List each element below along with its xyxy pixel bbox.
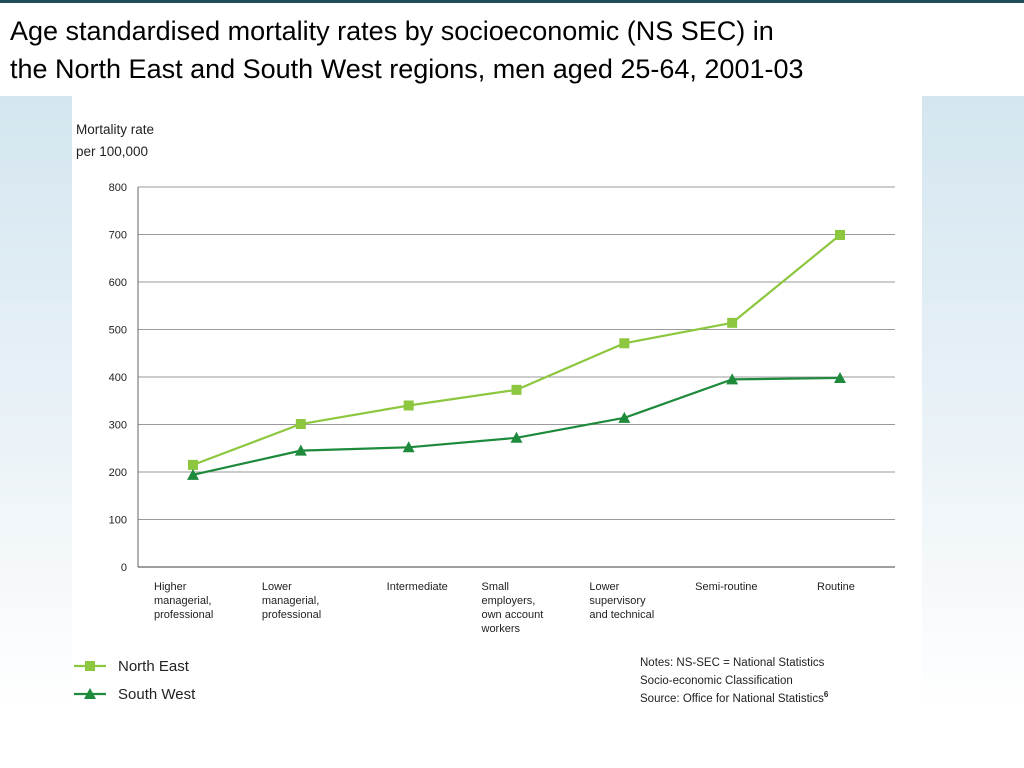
y-tick-label: 800 bbox=[109, 182, 127, 194]
x-category-label-line: and technical bbox=[589, 609, 654, 621]
x-category-label-line: professional bbox=[262, 609, 321, 621]
south-west-point bbox=[834, 371, 846, 383]
x-category-label: Semi-routine bbox=[695, 581, 757, 593]
x-category-label-line: professional bbox=[154, 609, 213, 621]
top-rule bbox=[0, 0, 1024, 3]
y-axis-title-line-2: per 100,000 bbox=[76, 144, 148, 159]
x-axis-categories: Higher managerial, professional Lower manage… bbox=[154, 581, 855, 635]
title-line-1: Age standardised mortality rates by soci… bbox=[10, 16, 774, 46]
legend-square-marker bbox=[85, 661, 95, 671]
y-axis-ticks: 0 100 200 300 400 500 600 700 800 bbox=[109, 182, 127, 574]
north-east-point bbox=[511, 384, 522, 395]
x-category-label: Lower supervisory and technical bbox=[589, 581, 654, 621]
legend-label: North East bbox=[118, 658, 190, 675]
x-category-label-line: managerial, bbox=[154, 595, 211, 607]
north-east-point bbox=[188, 459, 198, 470]
north-east-line bbox=[192, 234, 841, 466]
series-south-west bbox=[187, 371, 846, 480]
series-north-east bbox=[188, 229, 845, 470]
y-tick-label: 300 bbox=[109, 420, 127, 432]
legend-label: South West bbox=[118, 686, 196, 703]
legend: North East South West bbox=[74, 658, 196, 703]
south-west-point bbox=[618, 411, 631, 423]
note-line-1: Notes: NS-SEC = National Statistics bbox=[640, 657, 825, 669]
x-category-label-line: Intermediate bbox=[387, 581, 448, 593]
x-category-label-line: employers, bbox=[482, 595, 536, 607]
y-tick-label: 100 bbox=[109, 515, 127, 527]
north-east-point bbox=[835, 229, 845, 240]
x-category-label-line: Small bbox=[482, 581, 510, 593]
data-series bbox=[187, 229, 846, 480]
x-category-label: Higher managerial, professional bbox=[154, 581, 213, 621]
x-category-label-line: Higher bbox=[154, 581, 187, 593]
y-tick-label: 700 bbox=[109, 230, 127, 242]
legend-item-south-west: South West bbox=[74, 686, 196, 703]
x-category-label-line: Routine bbox=[817, 581, 855, 593]
x-category-label: Routine bbox=[817, 581, 855, 593]
x-category-label-line: Semi-routine bbox=[695, 581, 757, 593]
y-tick-label: 0 bbox=[121, 562, 127, 574]
south-west-point bbox=[726, 373, 739, 385]
title-line-2: the North East and South West regions, m… bbox=[10, 54, 804, 84]
north-east-point bbox=[727, 317, 738, 328]
south-west-point bbox=[402, 441, 415, 453]
mortality-line-chart: Mortality rate per 100,000 0 100 200 300 400… bbox=[74, 122, 895, 705]
slide-title: Age standardised mortality rates by soci… bbox=[10, 12, 1020, 88]
x-category-label-line: own account bbox=[482, 609, 544, 621]
north-east-point bbox=[403, 400, 414, 411]
south-west-point bbox=[510, 431, 523, 443]
x-category-label: Lower managerial, professional bbox=[262, 581, 321, 621]
x-category-label-line: managerial, bbox=[262, 595, 319, 607]
y-tick-label: 200 bbox=[109, 467, 127, 479]
note-line-2: Socio-economic Classification bbox=[640, 675, 793, 687]
note-line-3: Source: Office for National Statistics6 bbox=[640, 690, 829, 705]
y-axis-title-line-1: Mortality rate bbox=[76, 122, 154, 137]
y-tick-label: 400 bbox=[109, 372, 127, 384]
chart-notes: Notes: NS-SEC = National Statistics Soci… bbox=[640, 657, 829, 705]
y-axis-title: Mortality rate per 100,000 bbox=[76, 122, 154, 159]
gridlines bbox=[137, 186, 895, 568]
chart-panel: Mortality rate per 100,000 0 100 200 300 400… bbox=[72, 96, 922, 708]
y-tick-label: 500 bbox=[109, 325, 127, 337]
north-east-point bbox=[295, 419, 306, 430]
south-west-point bbox=[187, 468, 199, 480]
note-source-text: Source: Office for National Statistics bbox=[640, 693, 824, 705]
x-category-label-line: supervisory bbox=[589, 595, 646, 607]
x-category-label: Small employers, own account workers bbox=[481, 581, 544, 635]
x-category-label-line: workers bbox=[481, 623, 521, 635]
south-west-point bbox=[294, 444, 307, 456]
legend-item-north-east: North East bbox=[74, 658, 190, 675]
x-category-label-line: Lower bbox=[262, 581, 292, 593]
x-category-label-line: Lower bbox=[589, 581, 619, 593]
north-east-point bbox=[619, 338, 630, 349]
y-tick-label: 600 bbox=[109, 277, 127, 289]
x-category-label: Intermediate bbox=[387, 581, 448, 593]
legend-triangle-marker bbox=[84, 688, 96, 699]
note-superscript: 6 bbox=[824, 690, 829, 699]
